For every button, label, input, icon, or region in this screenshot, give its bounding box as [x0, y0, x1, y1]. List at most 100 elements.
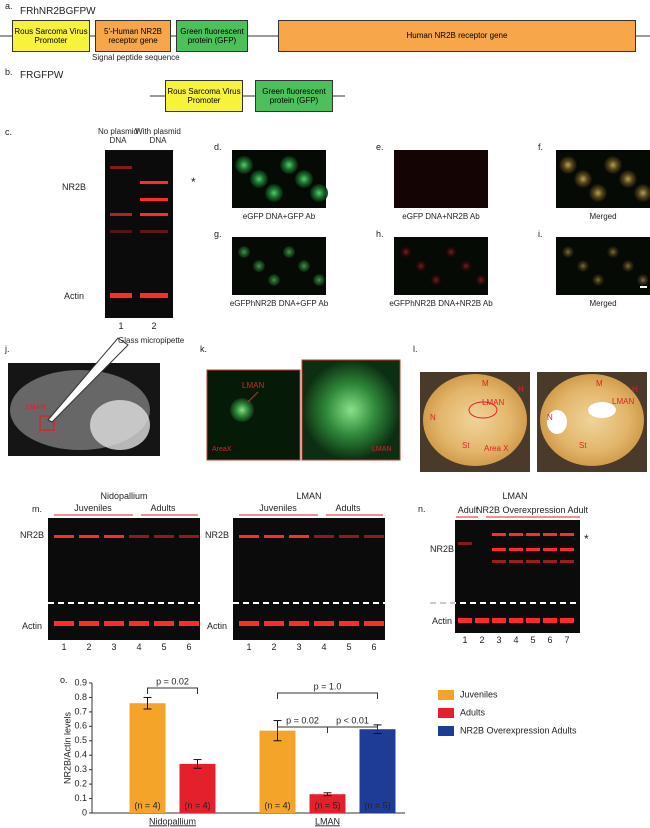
row-label: NR2B	[62, 182, 87, 192]
blot-band	[314, 535, 334, 538]
panel-label: j.	[5, 344, 10, 354]
blot-title: LMAN	[502, 491, 528, 501]
image-caption: Merged	[589, 212, 617, 221]
region-label: St	[579, 441, 587, 450]
region-label: N	[547, 413, 553, 422]
cell	[460, 260, 472, 272]
blot-band	[560, 533, 574, 536]
cell	[559, 156, 577, 174]
slice	[423, 374, 527, 466]
blot-band	[339, 535, 359, 538]
blot-band	[543, 533, 557, 536]
panel-label: l.	[413, 344, 418, 354]
legend-label: Adults	[460, 707, 486, 717]
region-label: LMAN	[482, 398, 505, 407]
group-label: Adult	[457, 505, 479, 515]
blot	[233, 518, 385, 640]
group-label: Juveniles	[259, 503, 297, 513]
lane-label: 6	[371, 642, 377, 652]
blot-band	[475, 618, 489, 623]
blot-band	[364, 535, 384, 538]
blot-band	[129, 535, 149, 538]
micrograph	[556, 237, 650, 295]
image-caption: Merged	[589, 299, 617, 308]
lane-label: 3	[296, 642, 302, 652]
row-label: Actin	[22, 621, 43, 631]
blot-band	[110, 293, 132, 298]
blot-band	[104, 535, 124, 538]
blot-band	[526, 560, 540, 563]
lane-label: 1	[61, 642, 67, 652]
image-caption: eGFP DNA+GFP Ab	[242, 212, 316, 221]
construct-box: Green fluorescent protein (GFP)	[255, 80, 333, 112]
cell	[253, 260, 265, 272]
blot-band	[509, 618, 523, 623]
blot-band	[110, 166, 132, 169]
row-label: Actin	[64, 291, 85, 301]
error-bar	[193, 759, 202, 769]
blot	[105, 150, 173, 318]
cell	[592, 274, 604, 286]
lane-label: 2	[479, 635, 485, 645]
lane-label: 4	[513, 635, 519, 645]
p-value: p = 1.0	[314, 681, 342, 691]
cell	[238, 246, 250, 258]
y-tick-label: 0.9	[74, 677, 87, 687]
n-label: (n = 4)	[134, 800, 160, 810]
cell	[235, 156, 253, 174]
x-tick-label: Nidopallium	[149, 816, 196, 826]
legend-swatch	[438, 708, 454, 718]
region-label: H	[632, 385, 638, 394]
cell	[430, 274, 442, 286]
row-label: NR2B	[430, 544, 455, 554]
construct-box: Green fluorescent protein (GFP)	[176, 20, 248, 52]
y-tick-label: 0.1	[74, 793, 87, 803]
panel-label: k.	[200, 344, 208, 354]
blot-band	[140, 198, 168, 201]
cell	[298, 260, 310, 272]
region-label: LMAN	[612, 397, 635, 406]
slice	[540, 374, 644, 466]
group-label: Adults	[150, 503, 176, 513]
bar	[309, 794, 346, 813]
cell	[634, 184, 650, 202]
column-label: No plasmid DNA	[97, 127, 138, 145]
panel-label: i.	[538, 229, 543, 239]
error-bar	[323, 792, 332, 797]
blot-band	[543, 618, 557, 623]
blot-band	[492, 618, 506, 623]
region-label: AreaX	[212, 446, 232, 453]
bar	[359, 729, 396, 813]
cell	[607, 246, 619, 258]
y-tick-label: 0.8	[74, 692, 87, 702]
blot-band	[154, 535, 174, 538]
blot-band	[289, 535, 309, 538]
blot-band	[110, 213, 132, 216]
panel-label: h.	[376, 229, 384, 239]
lane-label: 4	[321, 642, 327, 652]
blot-band	[54, 535, 74, 538]
region-label: M	[482, 379, 489, 388]
cell	[604, 156, 622, 174]
legend-swatch	[438, 690, 454, 700]
blot-band	[543, 560, 557, 563]
cell	[445, 246, 457, 258]
blot-band	[140, 230, 168, 233]
group-label: Juveniles	[74, 503, 112, 513]
cell	[577, 260, 589, 272]
blot-band	[179, 621, 199, 626]
note: Signal peptide sequence	[92, 53, 180, 62]
region-label: H	[518, 385, 524, 394]
star: *	[584, 532, 589, 546]
lman-spot	[230, 398, 254, 422]
lane-label: 2	[86, 642, 92, 652]
lane-label: 1	[462, 635, 468, 645]
region-label: LMAN	[242, 381, 265, 390]
bracket	[147, 687, 198, 694]
micrograph	[394, 150, 488, 208]
blot-band	[560, 548, 574, 551]
region-label: M	[596, 379, 603, 388]
bracket	[277, 692, 378, 699]
